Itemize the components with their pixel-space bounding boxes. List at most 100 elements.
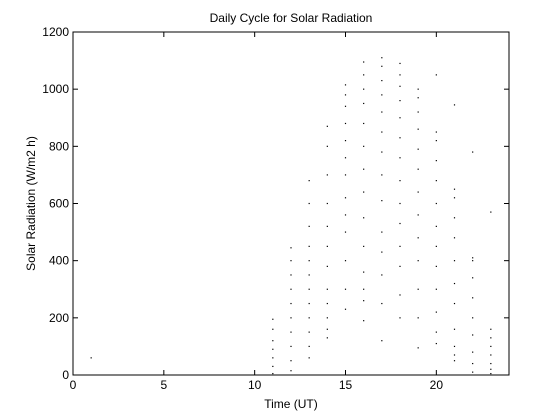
data-point [399, 317, 401, 319]
data-point [381, 111, 383, 113]
data-point [453, 354, 456, 356]
data-point [381, 340, 383, 342]
data-point [344, 122, 347, 125]
data-point [453, 345, 456, 348]
data-point [363, 245, 365, 247]
data-point [363, 61, 365, 63]
data-point [490, 337, 492, 339]
data-point [381, 151, 383, 153]
data-point [290, 260, 292, 262]
data-point [490, 328, 492, 330]
data-point [453, 302, 456, 305]
data-point [290, 370, 292, 372]
data-point [453, 328, 456, 330]
chart-title: Daily Cycle for Solar Radiation [210, 11, 373, 25]
data-point [363, 102, 365, 105]
data-point [399, 100, 401, 102]
data-point [290, 360, 292, 362]
data-point [344, 174, 347, 176]
data-point [417, 111, 419, 113]
data-point [399, 74, 401, 76]
data-point [453, 217, 456, 219]
data-point [435, 265, 437, 267]
y-tick-label: 600 [49, 197, 69, 211]
data-point [472, 151, 474, 153]
data-point [417, 288, 419, 290]
data-point [363, 288, 365, 290]
data-point [326, 337, 328, 339]
data-point [435, 131, 437, 133]
data-point [472, 371, 474, 373]
data-point [453, 282, 456, 285]
data-point [472, 334, 474, 336]
data-point [381, 79, 383, 82]
data-point [399, 202, 401, 205]
data-point [308, 357, 310, 359]
data-point [344, 84, 347, 86]
data-point [290, 247, 292, 249]
data-point [381, 231, 383, 233]
data-point [381, 57, 383, 59]
data-point [399, 137, 401, 139]
y-tick-label: 1000 [42, 82, 69, 96]
data-point [417, 191, 419, 193]
data-point [308, 274, 310, 276]
x-tick-label: 20 [430, 378, 444, 392]
data-point [272, 348, 274, 350]
data-point [472, 362, 474, 365]
data-point [290, 331, 292, 333]
data-point [308, 245, 310, 247]
data-point [363, 168, 365, 170]
data-point [326, 125, 328, 127]
data-point [399, 117, 401, 119]
data-point [399, 85, 401, 87]
data-point [326, 145, 328, 147]
y-tick-label: 400 [49, 254, 69, 268]
data-point [381, 174, 383, 176]
data-point [326, 265, 328, 267]
data-point [435, 311, 437, 313]
data-point [435, 160, 437, 162]
data-point [490, 362, 492, 365]
data-point [272, 328, 274, 330]
data-point [472, 257, 474, 259]
data-point [417, 97, 419, 99]
x-tick-label: 15 [339, 378, 353, 392]
data-point [435, 288, 437, 290]
data-point [344, 140, 347, 142]
axis-ticks [72, 31, 509, 376]
x-axis-label: Time (UT) [264, 397, 318, 411]
data-point [308, 225, 310, 227]
data-point [308, 302, 310, 305]
data-point [472, 277, 474, 279]
data-point [453, 360, 456, 362]
y-tick-label: 200 [49, 311, 69, 325]
data-point [363, 74, 365, 76]
data-point [272, 365, 274, 368]
y-tick-label: 0 [62, 368, 69, 382]
x-tick-label: 5 [160, 378, 167, 392]
data-point [363, 122, 365, 125]
data-point [344, 214, 347, 216]
data-point [308, 180, 310, 182]
data-point [399, 180, 401, 182]
data-point [363, 217, 365, 219]
data-point [453, 104, 456, 106]
data-point [435, 180, 437, 182]
data-point [490, 345, 492, 348]
data-point [344, 260, 347, 262]
data-point [363, 320, 365, 322]
data-point [326, 328, 328, 330]
data-point [399, 62, 401, 65]
data-point [308, 260, 310, 262]
data-point [417, 237, 419, 239]
data-point [472, 297, 474, 299]
data-point [363, 300, 365, 302]
data-point [308, 345, 310, 348]
data-point [472, 351, 474, 353]
data-point [326, 225, 328, 227]
data-point [272, 372, 274, 375]
data-point [399, 245, 401, 247]
